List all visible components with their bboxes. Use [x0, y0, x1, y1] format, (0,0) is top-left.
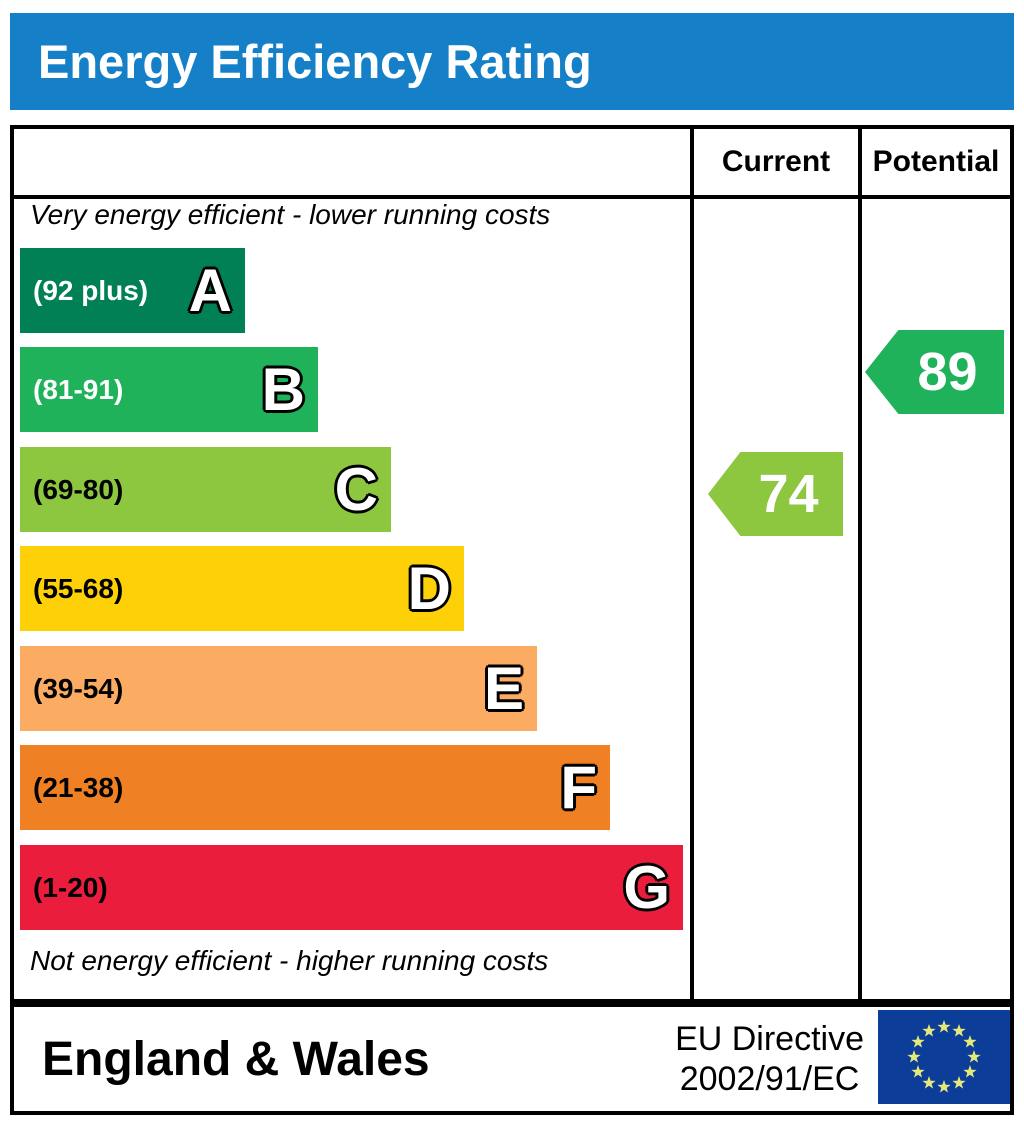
- rating-band: (55-68) D: [20, 546, 464, 631]
- band-range-label: (55-68): [33, 572, 124, 604]
- rating-band: (69-80) C: [20, 447, 391, 532]
- column-divider-potential: [858, 129, 862, 999]
- eu-flag-icon: [878, 1010, 1010, 1104]
- eu-flag-star: [922, 1024, 936, 1037]
- band-letter: E: [483, 654, 524, 722]
- eu-directive-line2: 2002/91/EC: [679, 1060, 860, 1098]
- top-note: Very energy efficient - lower running co…: [30, 199, 551, 230]
- eu-flag-star: [922, 1075, 936, 1089]
- current-rating-arrow: 74: [708, 452, 843, 536]
- header-separator: [14, 195, 1010, 199]
- eu-flag-star: [952, 1024, 966, 1037]
- eu-flag-star: [911, 1065, 925, 1078]
- band-range-label: (21-38): [33, 771, 124, 803]
- potential-rating-arrow: 89: [865, 330, 1004, 414]
- eu-flag-star: [937, 1020, 951, 1033]
- eu-flag-star: [963, 1035, 977, 1048]
- band-letter: F: [560, 753, 597, 821]
- eu-directive-label: EU Directive 2002/91/EC: [675, 1019, 864, 1099]
- eu-flag-star: [937, 1080, 951, 1093]
- band-letter: B: [261, 355, 305, 423]
- rating-table: Current Potential Very energy efficient …: [10, 125, 1014, 1003]
- eu-directive-line1: EU Directive: [675, 1019, 864, 1058]
- eu-flag-star: [911, 1035, 925, 1048]
- current-rating-value: 74: [758, 464, 819, 524]
- band-letter: C: [334, 455, 378, 523]
- region-label: England & Wales: [42, 1032, 430, 1086]
- band-range-label: (92 plus): [33, 274, 149, 306]
- eu-flag-star: [963, 1065, 977, 1078]
- title-bar: Energy Efficiency Rating: [10, 13, 1014, 110]
- band-range-label: (1-20): [33, 871, 108, 903]
- potential-column-header: Potential: [872, 145, 1000, 178]
- rating-band: (39-54) E: [20, 646, 537, 731]
- band-range-label: (39-54): [33, 672, 124, 704]
- rating-band: (81-91) B: [20, 347, 318, 432]
- eu-flag-star: [907, 1050, 921, 1063]
- eu-flag-star: [952, 1075, 966, 1089]
- band-letter: G: [623, 853, 670, 921]
- potential-rating-value: 89: [917, 342, 978, 402]
- page-title: Energy Efficiency Rating: [38, 35, 592, 88]
- rating-band: (92 plus) A: [20, 248, 245, 333]
- band-range-label: (81-91): [33, 373, 124, 405]
- band-range-label: (69-80): [33, 473, 124, 505]
- bottom-note: Not energy efficient - higher running co…: [30, 945, 549, 976]
- rating-band: (1-20) G: [20, 845, 683, 930]
- band-letter: A: [188, 256, 232, 324]
- current-column-header: Current: [721, 145, 831, 178]
- rating-band: (21-38) F: [20, 745, 610, 830]
- column-divider-current: [690, 129, 694, 999]
- footer-bar: England & Wales EU Directive 2002/91/EC: [10, 1003, 1014, 1115]
- eu-flag-star: [967, 1050, 981, 1063]
- band-letter: D: [407, 554, 451, 622]
